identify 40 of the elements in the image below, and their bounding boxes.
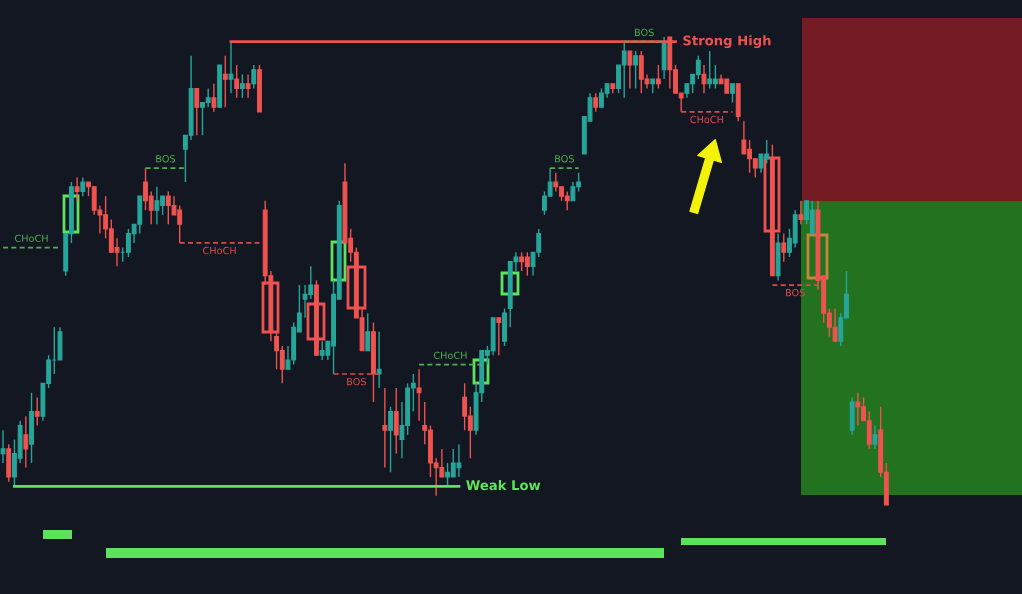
candlestick	[211, 83, 217, 113]
series-label: CHoCH	[14, 234, 48, 242]
candlestick	[376, 331, 382, 389]
candlestick	[365, 312, 371, 352]
series-label: Strong High	[683, 35, 771, 49]
series-label: BOS	[347, 377, 366, 386]
candlestick	[730, 83, 735, 104]
candlestick	[701, 64, 707, 94]
candlestick	[245, 73, 251, 99]
candlestick	[798, 200, 804, 225]
candlestick	[416, 368, 422, 422]
series-label: BOS	[785, 288, 805, 297]
candlestick	[222, 55, 228, 108]
candlestick	[496, 317, 502, 356]
candlestick	[872, 424, 878, 450]
series-label: CHoCH	[433, 351, 467, 360]
candlestick	[194, 87, 200, 136]
candlestick	[228, 40, 234, 94]
candlestick	[23, 415, 29, 469]
candlestick	[34, 396, 40, 427]
candlestick	[781, 232, 787, 263]
candlestick	[382, 387, 388, 469]
series-label: BOS	[555, 155, 574, 163]
series-label: BOS	[156, 155, 176, 163]
series-label: CHoCH	[690, 115, 723, 124]
candlestick	[393, 387, 399, 455]
candlestick	[239, 73, 245, 99]
candlestick	[593, 92, 599, 113]
candlestick	[251, 64, 257, 90]
series-label: Weak Low	[466, 479, 541, 491]
candlestick	[627, 50, 633, 90]
candlestick	[388, 406, 393, 473]
candlestick	[655, 64, 661, 90]
candlestick	[80, 176, 86, 197]
candlestick	[0, 429, 6, 464]
candlestick	[74, 176, 80, 202]
candlestick	[234, 64, 240, 99]
series-label: BOS	[634, 28, 654, 37]
candlestick	[633, 50, 639, 90]
series-label: CHoCH	[203, 246, 236, 255]
